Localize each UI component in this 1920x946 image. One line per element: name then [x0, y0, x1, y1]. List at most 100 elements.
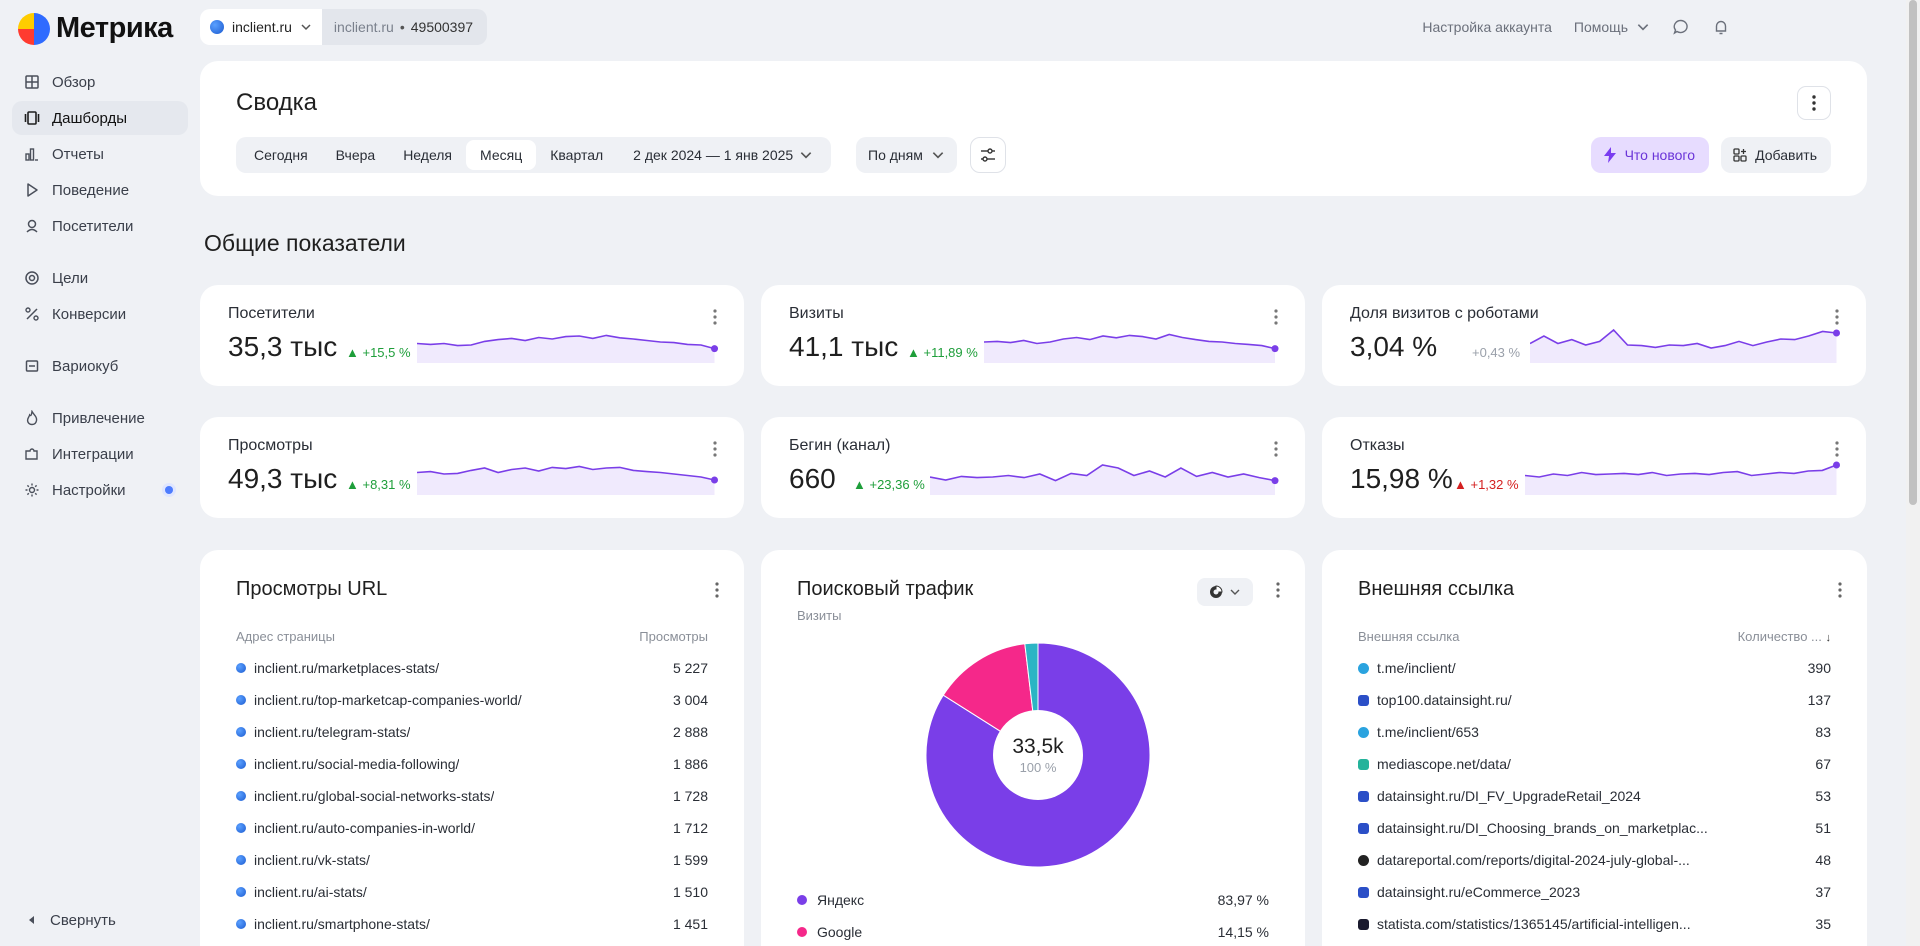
widget-menu-button[interactable]	[1833, 580, 1847, 600]
sidebar-item-integrations[interactable]: Интеграции	[12, 437, 188, 471]
triangle-left-icon	[24, 912, 40, 928]
legend-swatch	[797, 927, 807, 937]
link-text: mediascope.net/data/	[1377, 756, 1511, 772]
table-row[interactable]: inclient.ru/global-social-networks-stats…	[236, 780, 708, 812]
table-row[interactable]: inclient.ru/auto-companies-in-world/1 71…	[236, 812, 708, 844]
table-row[interactable]: datareportal.com/reports/digital-2024-ju…	[1358, 844, 1831, 876]
app-logo[interactable]: Метрика	[18, 12, 173, 45]
sidebar-item-visitors[interactable]: Посетители	[12, 209, 188, 243]
column-header-count-label: Количество ...	[1737, 629, 1822, 644]
views-count: 3 004	[672, 692, 708, 708]
counter-domain: inclient.ru	[333, 19, 394, 35]
grouping-select[interactable]: По дням	[856, 137, 957, 173]
sidebar-item-conversions[interactable]: Конверсии	[12, 297, 188, 331]
table-row[interactable]: inclient.ru/ai-stats/1 510	[236, 876, 708, 908]
widget-menu-button[interactable]	[710, 580, 724, 600]
add-label: Добавить	[1755, 147, 1817, 163]
column-header-views[interactable]: Просмотры	[639, 629, 708, 644]
period-month[interactable]: Месяц	[466, 140, 537, 170]
sidebar-item-goals[interactable]: Цели	[12, 261, 188, 295]
table-row[interactable]: inclient.ru/smartphone-stats/1 451	[236, 908, 708, 940]
metric-menu-button[interactable]	[1830, 439, 1844, 459]
table-row[interactable]: datainsight.ru/eCommerce_2023 37	[1358, 876, 1831, 908]
table-row[interactable]: inclient.ru/social-media-following/1 886	[236, 748, 708, 780]
metric-card[interactable]: Доля визитов с роботами 3,04 % +0,43 %	[1322, 285, 1866, 386]
metric-card[interactable]: Бегин (канал) 660 ▲ +23,36 %	[761, 417, 1305, 518]
sidebar-item-overview[interactable]: Обзор	[12, 65, 188, 99]
metric-value: 660	[789, 463, 836, 494]
metric-menu-button[interactable]	[708, 439, 722, 459]
help-menu[interactable]: Помощь	[1574, 19, 1650, 35]
table-row[interactable]: inclient.ru/top-marketcap-companies-worl…	[236, 684, 708, 716]
sidebar-collapse-label: Свернуть	[50, 911, 116, 929]
url-text: inclient.ru/social-media-following/	[254, 756, 460, 772]
sidebar-item-settings[interactable]: Настройки	[12, 473, 188, 507]
table-row[interactable]: inclient.ru/vk-stats/1 599	[236, 844, 708, 876]
scrollbar-thumb[interactable]	[1909, 0, 1917, 505]
column-header-page[interactable]: Адрес страницы	[236, 629, 335, 644]
more-button[interactable]	[1797, 86, 1831, 120]
metric-menu-button[interactable]	[1830, 307, 1844, 327]
table-row[interactable]: datainsight.ru/DI_FV_UpgradeRetail_2024 5…	[1358, 780, 1831, 812]
metric-name: Визиты	[789, 305, 844, 322]
sidebar-item-label: Отчеты	[52, 145, 104, 163]
metric-card[interactable]: Визиты 41,1 тыс ▲ +11,89 %	[761, 285, 1305, 386]
cube-icon	[24, 358, 40, 374]
metric-card[interactable]: Просмотры 49,3 тыс ▲ +8,31 %	[200, 417, 744, 518]
table-row[interactable]: t.me/inclient/390	[1358, 652, 1831, 684]
period-quarter[interactable]: Квартал	[550, 147, 604, 163]
bell-icon[interactable]	[1712, 18, 1730, 36]
metric-card[interactable]: Отказы 15,98 % ▲ +1,32 %	[1322, 417, 1866, 518]
sidebar-item-label: Вариокуб	[52, 357, 119, 375]
widget-title: Просмотры URL	[236, 578, 388, 600]
chat-icon[interactable]	[1672, 18, 1690, 36]
period-week[interactable]: Неделя	[403, 147, 453, 163]
column-header-count[interactable]: Количество ... ↓	[1738, 629, 1831, 644]
table-row[interactable]: t.me/inclient/653 83	[1358, 716, 1831, 748]
table-row[interactable]: statista.com/statistics/1365145/artifici…	[1358, 908, 1831, 940]
legend-item-yandex[interactable]: Яндекс 83,97 %	[797, 892, 1269, 908]
table-row[interactable]: top100.datainsight.ru/137	[1358, 684, 1831, 716]
metric-delta: ▲ +15,5 %	[346, 345, 411, 360]
whats-new-button[interactable]: Что нового	[1590, 137, 1709, 173]
table-row[interactable]: inclient.ru/telegram-stats/2 888	[236, 716, 708, 748]
column-header-link[interactable]: Внешняя ссылка	[1358, 629, 1460, 644]
legend-label: Google	[817, 924, 863, 940]
sidebar-item-dashboards[interactable]: Дашборды	[12, 101, 188, 135]
period-yesterday[interactable]: Вчера	[335, 147, 376, 163]
widget-menu-button[interactable]	[1271, 580, 1285, 600]
row-label: t.me/inclient/653	[1358, 724, 1479, 740]
date-range-picker[interactable]: 2 дек 2024 — 1 янв 2025	[617, 140, 827, 170]
chart-type-toggle[interactable]	[1197, 578, 1253, 606]
sidebar-item-label: Привлечение	[52, 409, 145, 427]
metric-menu-button[interactable]	[708, 307, 722, 327]
chevron-down-icon	[1637, 24, 1649, 31]
sidebar-collapse-button[interactable]: Свернуть	[12, 903, 188, 937]
notification-dot-icon	[162, 483, 176, 497]
metric-card[interactable]: Посетители 35,3 тыс ▲ +15,5 %	[200, 285, 744, 386]
counter-select[interactable]: inclient.ru	[200, 9, 322, 45]
period-today[interactable]: Сегодня	[254, 147, 308, 163]
link-text: t.me/inclient/	[1377, 660, 1456, 676]
sidebar-item-variocube[interactable]: Вариокуб	[12, 349, 188, 383]
add-widget-button[interactable]: Добавить	[1721, 137, 1831, 173]
legend-item-google[interactable]: Google 14,15 %	[797, 924, 1269, 940]
metric-menu-button[interactable]	[1269, 439, 1283, 459]
filters-button[interactable]	[970, 137, 1006, 173]
sidebar-item-reports[interactable]: Отчеты	[12, 137, 188, 171]
puzzle-icon	[24, 446, 40, 462]
link-count: 51	[1815, 820, 1831, 836]
lightning-icon	[1603, 147, 1616, 163]
table-row[interactable]: inclient.ru/marketplaces-stats/5 227	[236, 652, 708, 684]
account-settings-link[interactable]: Настройка аккаунта	[1422, 19, 1552, 35]
sidebar-item-behavior[interactable]: Поведение	[12, 173, 188, 207]
pie-center-percent: 100 %	[1020, 760, 1057, 775]
sidebar-item-label: Обзор	[52, 73, 96, 91]
telegram-icon	[1358, 662, 1369, 674]
metric-delta: +0,43 %	[1472, 345, 1521, 360]
table-row[interactable]: mediascope.net/data/67	[1358, 748, 1831, 780]
metric-menu-button[interactable]	[1269, 307, 1283, 327]
table-row[interactable]: datainsight.ru/DI_Choosing_brands_on_mar…	[1358, 812, 1831, 844]
views-count: 2 888	[672, 724, 708, 740]
sidebar-item-acquisition[interactable]: Привлечение	[12, 401, 188, 435]
